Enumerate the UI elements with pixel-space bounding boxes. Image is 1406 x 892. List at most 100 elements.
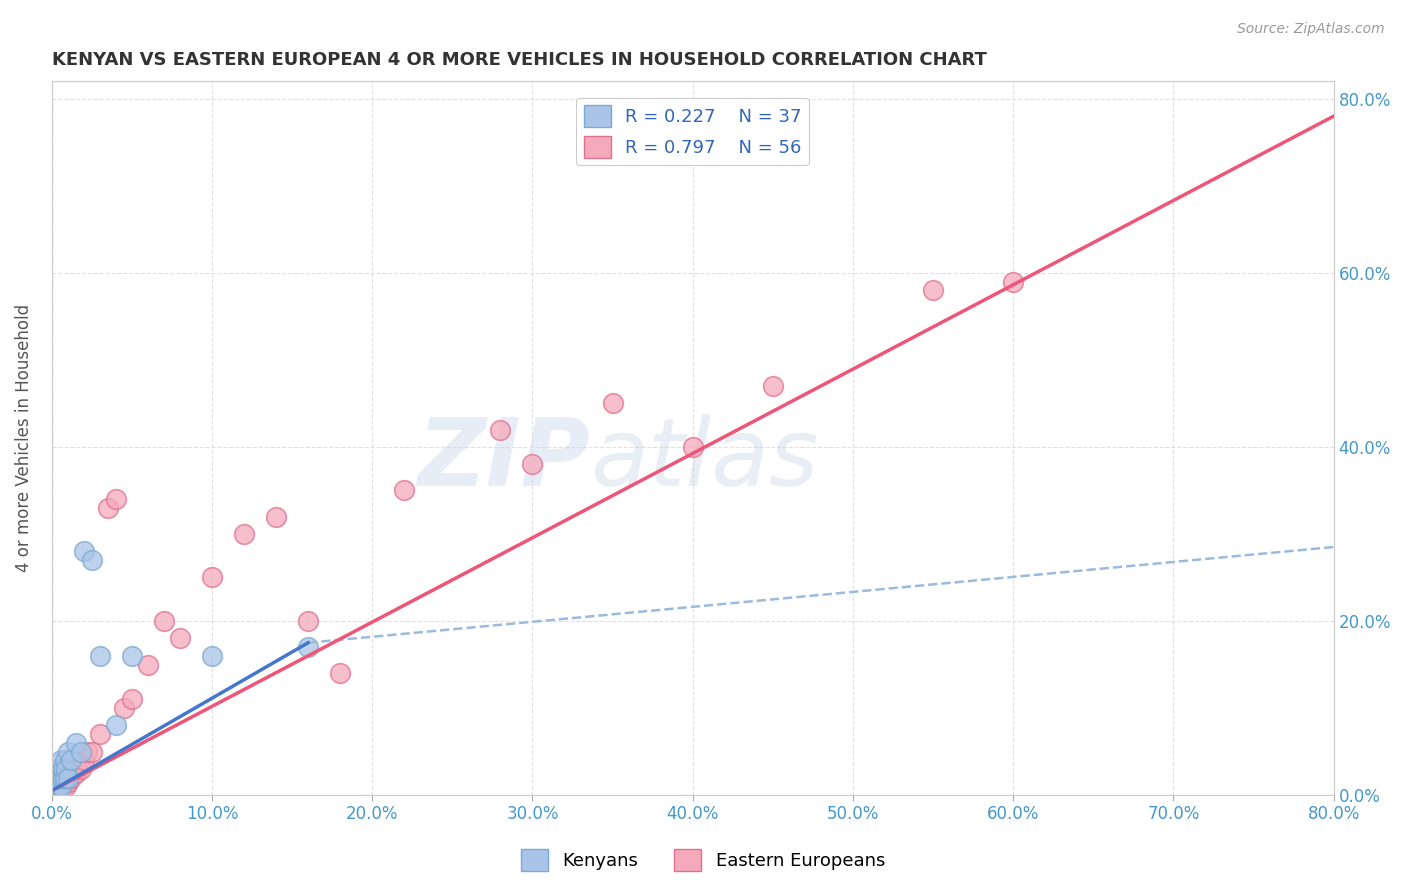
Text: atlas: atlas — [591, 414, 818, 505]
Point — [42, 775, 65, 789]
Point — [201, 570, 224, 584]
Point — [1002, 275, 1025, 289]
Point — [46, 780, 69, 794]
Text: Source: ZipAtlas.com: Source: ZipAtlas.com — [1237, 22, 1385, 37]
Point — [49, 775, 72, 789]
Point — [922, 283, 945, 297]
Point — [59, 753, 82, 767]
Point — [42, 771, 65, 785]
Point — [45, 783, 67, 797]
Point — [80, 553, 103, 567]
Point — [51, 780, 73, 794]
Point — [73, 753, 96, 767]
Point — [44, 766, 66, 780]
Point — [51, 753, 73, 767]
Point — [45, 762, 67, 776]
Point — [53, 771, 76, 785]
Point — [59, 771, 82, 785]
Point — [55, 780, 77, 794]
Point — [522, 458, 544, 472]
Point — [49, 780, 72, 794]
Point — [69, 762, 91, 776]
Point — [44, 771, 66, 785]
Point — [44, 780, 66, 794]
Point — [45, 766, 67, 780]
Point — [53, 775, 76, 789]
Point — [233, 527, 256, 541]
Point — [52, 762, 75, 776]
Point — [56, 771, 79, 785]
Point — [121, 692, 143, 706]
Point — [394, 483, 416, 498]
Point — [297, 640, 319, 654]
Point — [62, 762, 84, 776]
Point — [489, 423, 512, 437]
Point — [44, 783, 66, 797]
Point — [42, 780, 65, 794]
Point — [121, 648, 143, 663]
Point — [46, 762, 69, 776]
Point — [46, 771, 69, 785]
Point — [49, 771, 72, 785]
Point — [44, 783, 66, 797]
Point — [602, 396, 624, 410]
Point — [42, 783, 65, 797]
Point — [52, 771, 75, 785]
Point — [46, 780, 69, 794]
Point — [65, 736, 87, 750]
Point — [46, 771, 69, 785]
Point — [51, 780, 73, 794]
Point — [153, 614, 176, 628]
Text: KENYAN VS EASTERN EUROPEAN 4 OR MORE VEHICLES IN HOUSEHOLD CORRELATION CHART: KENYAN VS EASTERN EUROPEAN 4 OR MORE VEH… — [52, 51, 987, 69]
Legend: Kenyans, Eastern Europeans: Kenyans, Eastern Europeans — [513, 842, 893, 879]
Point — [682, 440, 704, 454]
Point — [51, 771, 73, 785]
Point — [55, 762, 77, 776]
Point — [52, 771, 75, 785]
Point — [45, 771, 67, 785]
Point — [169, 632, 191, 646]
Point — [44, 775, 66, 789]
Point — [44, 775, 66, 789]
Y-axis label: 4 or more Vehicles in Household: 4 or more Vehicles in Household — [15, 304, 32, 573]
Point — [136, 657, 159, 672]
Point — [52, 780, 75, 794]
Text: ZIP: ZIP — [418, 414, 591, 506]
Point — [69, 745, 91, 759]
Point — [97, 500, 120, 515]
Point — [51, 771, 73, 785]
Point — [264, 509, 287, 524]
Point — [45, 775, 67, 789]
Legend: R = 0.227    N = 37, R = 0.797    N = 56: R = 0.227 N = 37, R = 0.797 N = 56 — [576, 97, 808, 165]
Point — [65, 766, 87, 780]
Point — [104, 492, 127, 507]
Point — [112, 701, 135, 715]
Point — [46, 775, 69, 789]
Point — [45, 780, 67, 794]
Point — [55, 771, 77, 785]
Point — [42, 783, 65, 797]
Point — [89, 727, 111, 741]
Point — [42, 780, 65, 794]
Point — [104, 718, 127, 732]
Point — [89, 648, 111, 663]
Point — [49, 762, 72, 776]
Point — [49, 771, 72, 785]
Point — [44, 780, 66, 794]
Point — [73, 544, 96, 558]
Point — [53, 753, 76, 767]
Point — [76, 745, 98, 759]
Point — [297, 614, 319, 628]
Point — [80, 745, 103, 759]
Point — [53, 766, 76, 780]
Point — [201, 648, 224, 663]
Point — [49, 780, 72, 794]
Point — [56, 745, 79, 759]
Point — [45, 783, 67, 797]
Point — [66, 762, 89, 776]
Point — [762, 379, 785, 393]
Point — [56, 766, 79, 780]
Point — [56, 775, 79, 789]
Point — [45, 780, 67, 794]
Point — [329, 666, 352, 681]
